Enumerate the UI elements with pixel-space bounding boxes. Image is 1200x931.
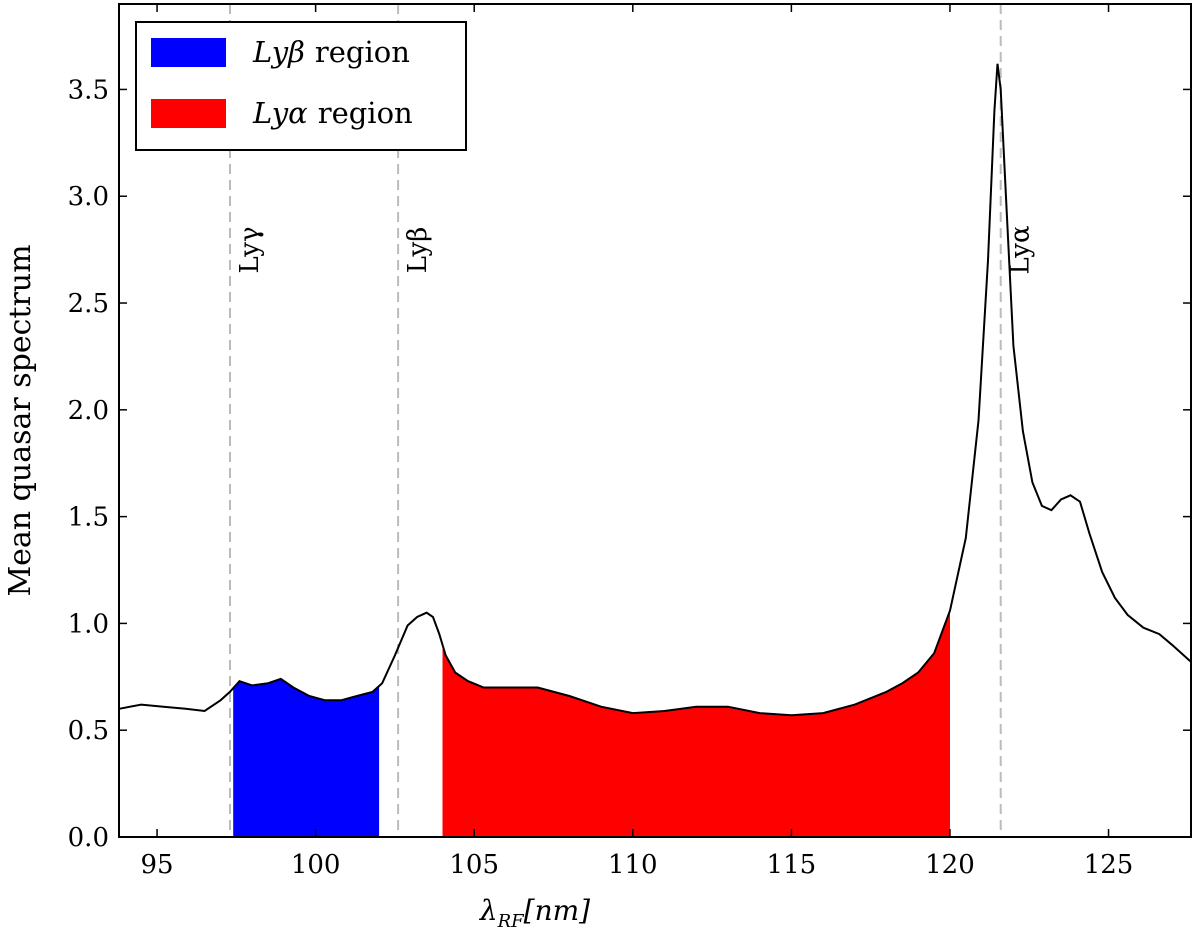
y-tick-label-1: 0.0 <box>68 823 109 853</box>
x-tick-label-5: 115 <box>767 850 817 880</box>
y-tick-label-5: 2.0 <box>68 396 109 426</box>
legend-label-symbol-2: Lyα <box>252 96 308 130</box>
legend-label-text-1: region <box>315 35 410 69</box>
x-tick-label-3: 105 <box>449 850 499 880</box>
shaded-regions <box>233 610 950 837</box>
vertical-line-label-2: Lyβ <box>403 227 433 274</box>
y-axis-label: Mean quasar spectrum <box>3 244 38 596</box>
legend-label-1: Lyβ region <box>252 35 410 69</box>
y-tick-label-2: 0.5 <box>68 716 109 746</box>
y-tick-label-8: 3.5 <box>68 75 109 105</box>
spectrum-line <box>118 63 1192 717</box>
legend-label-symbol-1: Lyβ <box>252 35 305 69</box>
legend-label-2: Lyα region <box>252 96 413 130</box>
x-tick-label-4: 110 <box>608 850 658 880</box>
legend-label-text-2: region <box>318 96 413 130</box>
shaded-region-1 <box>233 678 380 837</box>
y-tick-label-4: 1.5 <box>68 503 109 533</box>
x-tick-label-2: 100 <box>291 850 341 880</box>
y-tick-label-6: 2.5 <box>68 289 109 319</box>
x-tick-label-7: 125 <box>1084 850 1134 880</box>
y-tick-label-3: 1.0 <box>68 609 109 639</box>
x-axis-label: λRF[nm] <box>479 894 590 931</box>
line-labels: Lyγ Lyβ Lyα <box>235 225 1036 274</box>
x-tick-label-6: 120 <box>925 850 975 880</box>
shaded-region-2 <box>442 610 950 837</box>
x-axis-ticks: 95 100 105 110 115 120 125 <box>141 4 1134 880</box>
x-axis-label-subscript: RF <box>497 911 526 931</box>
plot-frame <box>118 3 1192 838</box>
legend-swatch-1 <box>151 38 226 67</box>
x-tick-label-1: 95 <box>141 850 174 880</box>
vertical-reference-lines <box>229 4 1002 837</box>
x-axis-label-symbol: λ <box>479 894 498 927</box>
legend-swatch-2 <box>151 99 226 128</box>
vertical-line-label-1: Lyγ <box>235 226 265 273</box>
y-axis-ticks: 0.0 0.5 1.0 1.5 2.0 2.5 3.0 3.5 <box>68 75 1191 853</box>
y-tick-label-7: 3.0 <box>68 182 109 212</box>
vertical-line-label-3: Lyα <box>1006 225 1036 274</box>
x-axis-label-unit: [nm] <box>524 894 591 927</box>
